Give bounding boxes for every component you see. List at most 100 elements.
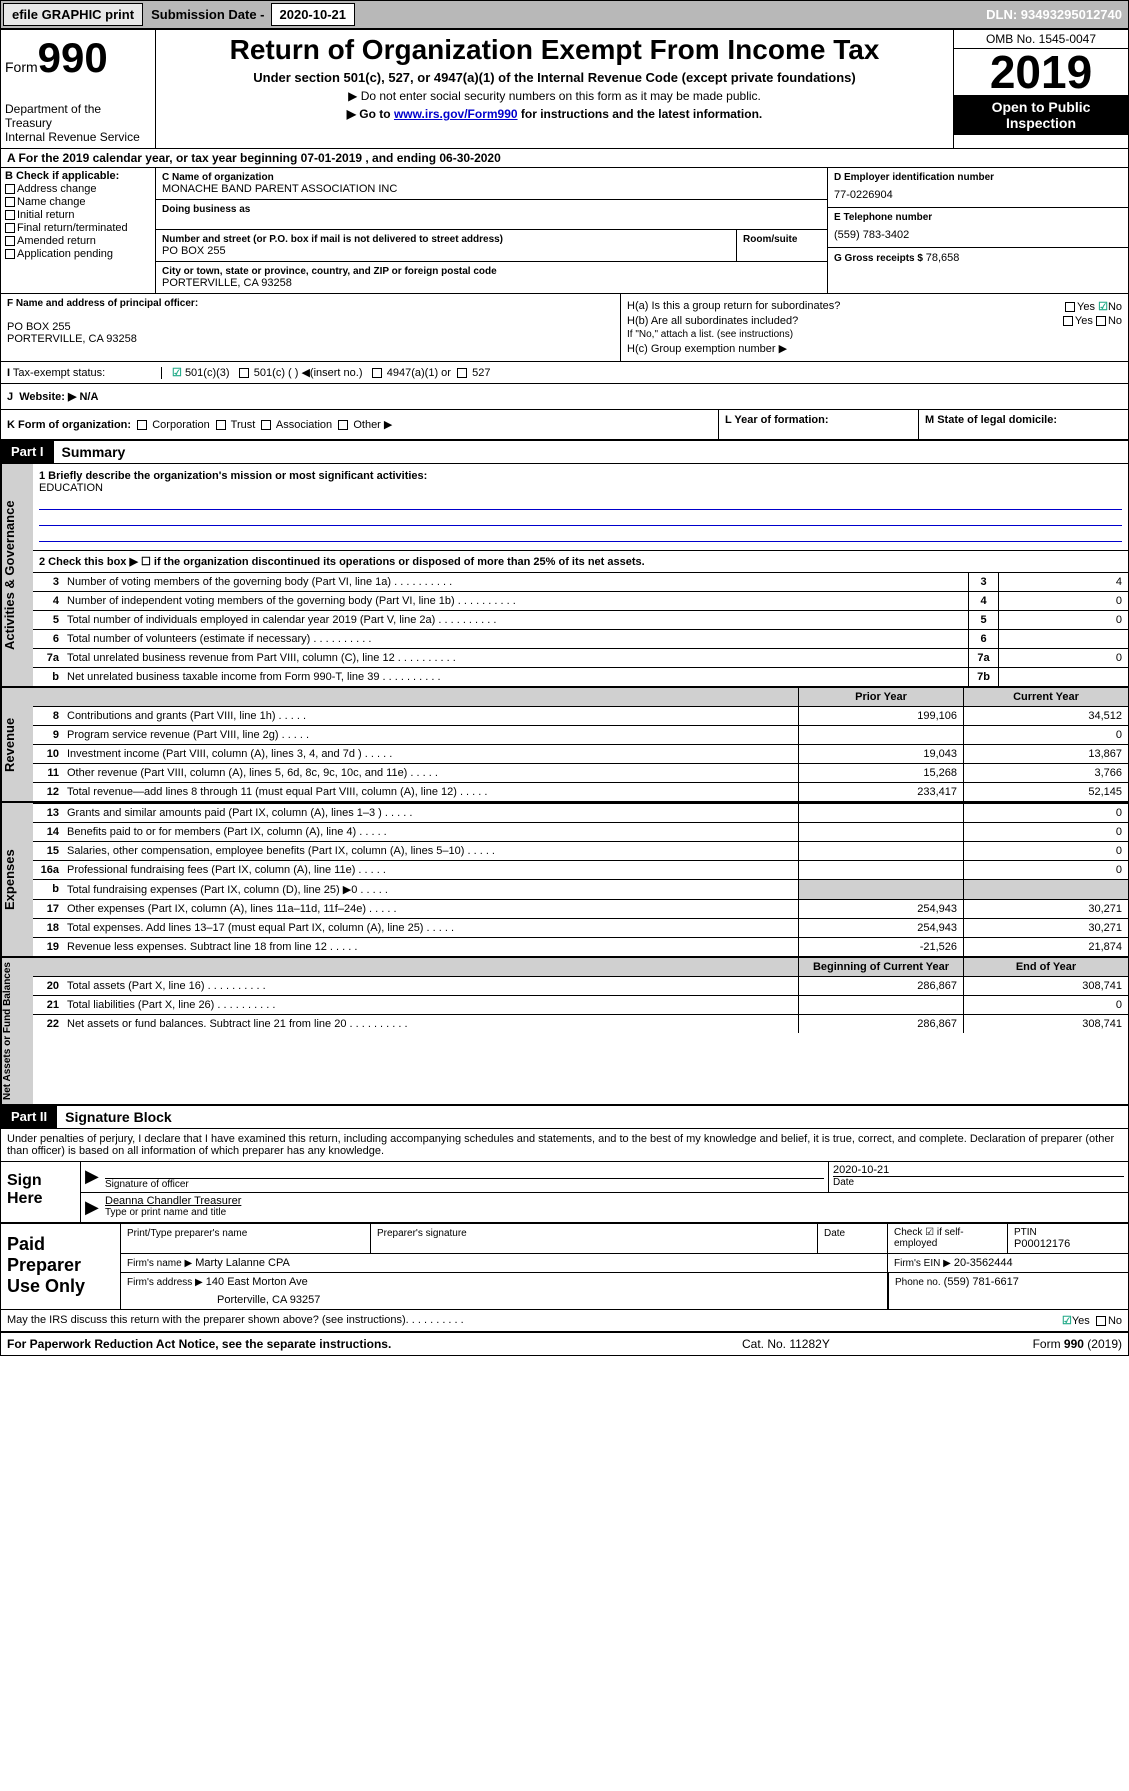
year: 2019 [954,49,1128,95]
i-opt2: 501(c) ( ) ◀(insert no.) [254,367,363,379]
hb-note: If "No," attach a list. (see instruction… [627,329,1122,340]
footer-left: For Paperwork Reduction Act Notice, see … [7,1337,742,1351]
phone: (559) 781-6617 [944,1276,1019,1288]
table-row: bTotal fundraising expenses (Part IX, co… [33,879,1128,899]
year-cell: OMB No. 1545-0047 2019 Open to Public In… [953,30,1128,148]
gross-label: G Gross receipts $ [834,253,926,264]
side-governance: Activities & Governance [1,464,33,686]
col-b: B Check if applicable: Address changeNam… [1,168,156,293]
row-j: J Website: ▶ N/A [1,384,1128,410]
firm-ein: 20-3562444 [954,1257,1013,1269]
side-revenue: Revenue [1,688,33,801]
firm-name: Marty Lalanne CPA [195,1257,290,1269]
table-row: 22Net assets or fund balances. Subtract … [33,1014,1128,1033]
instr2: ▶ Go to www.irs.gov/Form990 for instruct… [160,107,949,121]
room-label: Room/suite [743,234,821,245]
arrow-icon: ▶ [81,1162,101,1192]
l-label: L Year of formation: [725,414,829,426]
boy-hdr: Beginning of Current Year [798,958,963,976]
ein-label: D Employer identification number [834,172,1122,183]
name-label: Type or print name and title [105,1207,1124,1218]
phone-label: Phone no. [895,1277,941,1288]
checkbox-item[interactable]: Initial return [5,209,151,221]
table-row: 11Other revenue (Part VIII, column (A), … [33,763,1128,782]
check-self: Check ☑ if self-employed [888,1224,1008,1253]
i-label: Tax-exempt status: [13,367,105,379]
table-row: 15Salaries, other compensation, employee… [33,841,1128,860]
checkbox-item[interactable]: Application pending [5,248,151,260]
k-left: K Form of organization: Corporation Trus… [1,410,718,439]
ptin-label: PTIN [1014,1227,1122,1238]
sig-officer-label: Signature of officer [105,1178,824,1190]
current-year-hdr: Current Year [963,688,1128,706]
line1-label: 1 Briefly describe the organization's mi… [39,470,427,482]
addr: PO BOX 255 [162,245,730,257]
i-opt4: 527 [472,367,490,379]
form-cell: Form990 Department of the Treasury Inter… [1,30,156,148]
discuss-text: May the IRS discuss this return with the… [7,1314,406,1327]
addr-label: Number and street (or P.O. box if mail i… [162,234,730,245]
table-row: 12Total revenue—add lines 8 through 11 (… [33,782,1128,801]
m-label: M State of legal domicile: [925,414,1057,426]
c-name-label: C Name of organization [162,172,821,183]
table-row: 5Total number of individuals employed in… [33,610,1128,629]
table-row: 21Total liabilities (Part X, line 26)0 [33,995,1128,1014]
checkbox-item[interactable]: Name change [5,196,151,208]
prep-date-label: Date [824,1228,845,1239]
prep-name-label: Print/Type preparer's name [127,1228,247,1239]
b-header: B Check if applicable: [5,170,151,182]
top-bar: efile GRAPHIC print Submission Date - 20… [0,0,1129,29]
dept-text: Department of the Treasury Internal Reve… [5,102,151,144]
dba-label: Doing business as [162,204,821,215]
form-number: 990 [38,34,108,81]
checkbox-item[interactable]: Final return/terminated [5,222,151,234]
sig-date: 2020-10-21 [833,1164,1124,1176]
side-net: Net Assets or Fund Balances [1,958,33,1104]
table-row: 9Program service revenue (Part VIII, lin… [33,725,1128,744]
tel-label: E Telephone number [834,212,1122,223]
firm-name-label: Firm's name ▶ [127,1258,192,1269]
row-a: A For the 2019 calendar year, or tax yea… [1,149,1128,168]
part2-title: Signature Block [57,1106,180,1128]
table-row: 7aTotal unrelated business revenue from … [33,648,1128,667]
checkbox-item[interactable]: Amended return [5,235,151,247]
col-f: F Name and address of principal officer:… [1,294,621,361]
checkbox-item[interactable]: Address change [5,183,151,195]
org-name: MONACHE BAND PARENT ASSOCIATION INC [162,183,821,195]
table-row: 17Other expenses (Part IX, column (A), l… [33,899,1128,918]
line2: 2 Check this box ▶ ☐ if the organization… [33,551,1128,572]
table-row: 4Number of independent voting members of… [33,591,1128,610]
form-container: Form990 Department of the Treasury Inter… [0,29,1129,1356]
irs-link[interactable]: www.irs.gov/Form990 [394,107,518,121]
sub-label: Submission Date - [145,4,270,25]
title-cell: Return of Organization Exempt From Incom… [156,30,953,148]
table-row: bNet unrelated business taxable income f… [33,667,1128,686]
table-row: 6Total number of volunteers (estimate if… [33,629,1128,648]
table-row: 20Total assets (Part X, line 16)286,8673… [33,976,1128,995]
sub-title: Under section 501(c), 527, or 4947(a)(1)… [160,70,949,85]
part1-title: Summary [54,441,134,463]
col-d: D Employer identification number 77-0226… [828,168,1128,293]
paid-preparer: Paid Preparer Use Only [1,1224,121,1309]
footer-mid: Cat. No. 11282Y [742,1337,942,1351]
i-opt1: 501(c)(3) [185,367,230,379]
declaration: Under penalties of perjury, I declare th… [1,1129,1128,1161]
eoy-hdr: End of Year [963,958,1128,976]
f-addr2: PORTERVILLE, CA 93258 [7,333,614,345]
arrow-icon: ▶ [81,1193,101,1222]
table-row: 18Total expenses. Add lines 13–17 (must … [33,918,1128,937]
dln: DLN: 93493295012740 [980,4,1128,25]
firm-addr2: Porterville, CA 93257 [217,1294,881,1306]
i-opt3: 4947(a)(1) or [387,367,451,379]
firm-addr-label: Firm's address ▶ [127,1277,203,1288]
main-title: Return of Organization Exempt From Incom… [160,34,949,66]
gross: 78,658 [926,252,960,264]
table-row: 13Grants and similar amounts paid (Part … [33,803,1128,822]
efile-btn[interactable]: efile GRAPHIC print [3,3,143,26]
sub-date: 2020-10-21 [271,3,356,26]
f-addr1: PO BOX 255 [7,321,614,333]
firm-addr1: 140 East Morton Ave [206,1276,308,1288]
table-row: 8Contributions and grants (Part VIII, li… [33,706,1128,725]
ein: 77-0226904 [834,189,1122,201]
part2-hdr: Part II [1,1106,57,1128]
